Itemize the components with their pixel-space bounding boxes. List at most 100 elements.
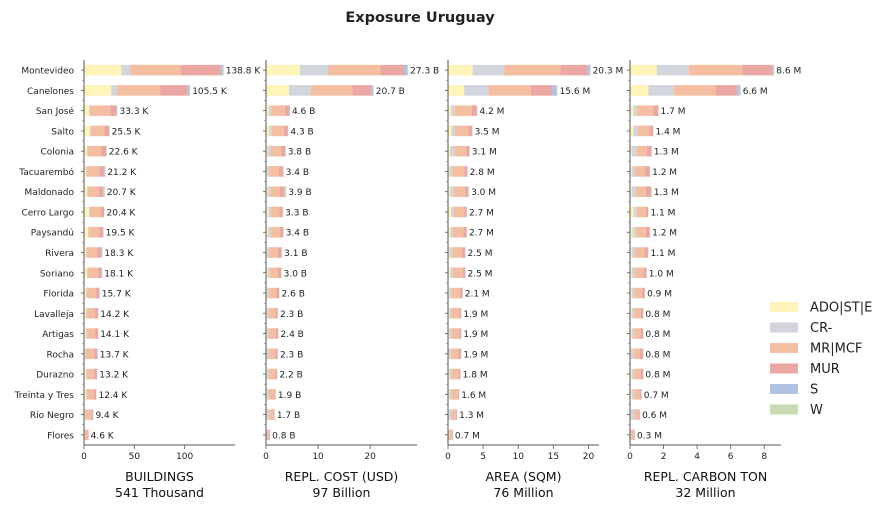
bar-segment: [634, 389, 641, 400]
legend-label: MUR: [810, 362, 840, 377]
chart-legend: ADO|ST|E CR- MR|MCF MUR SW: [770, 301, 872, 418]
bar-segment: [116, 105, 118, 116]
bar-segment: [87, 287, 97, 299]
bar-segment: [631, 145, 637, 157]
bar-segment: [267, 308, 269, 319]
value-label: 4.2 M: [479, 107, 504, 117]
bar-segment: [266, 247, 268, 258]
bar-segment: [99, 186, 104, 197]
bar-segment: [89, 226, 100, 238]
bar-segment: [85, 409, 92, 420]
x-tick-label: 15: [548, 452, 559, 462]
bar-segment: [279, 186, 285, 197]
bar-segment: [459, 328, 461, 339]
bar-segment: [268, 348, 276, 360]
value-label: 3.3 B: [285, 208, 308, 218]
bar-segment: [266, 226, 269, 238]
bar-segment: [101, 247, 103, 258]
x-tick-label: 8: [761, 452, 767, 462]
value-label: 20.7 B: [376, 87, 405, 97]
bar-segment: [266, 389, 268, 400]
bar-segment: [468, 125, 473, 137]
bar-segment: [275, 308, 278, 319]
bar-segment: [631, 368, 635, 380]
bar-segment: [646, 145, 652, 157]
bar-segment: [451, 368, 459, 380]
value-label: 2.1 M: [465, 290, 490, 300]
bar-segment: [268, 308, 276, 319]
bar-segment: [284, 186, 285, 197]
bar-segment: [462, 267, 466, 279]
bar-segment: [279, 166, 284, 177]
bar-segment: [451, 389, 458, 400]
bar-segment: [458, 348, 461, 360]
bar-segment: [640, 328, 644, 339]
value-label: 138.8 K: [226, 67, 262, 77]
bar-segment: [86, 389, 88, 400]
bar-segment: [84, 267, 88, 279]
x-tick-label: 2: [661, 452, 667, 462]
legend-label: MR|MCF: [810, 342, 862, 357]
category-label: Tacuarembó: [18, 167, 74, 178]
bar-segment: [269, 409, 274, 420]
bar-segment: [451, 328, 460, 339]
bar-segment: [88, 267, 99, 279]
bar-segment: [86, 247, 88, 258]
bar-segment: [466, 145, 470, 157]
bar-segment: [269, 429, 270, 441]
bar-segment: [635, 166, 646, 177]
bar-segment: [267, 287, 270, 299]
bar-segment: [653, 105, 659, 116]
value-label: 27.3 B: [410, 67, 439, 77]
x-tick-label: 0: [263, 452, 269, 462]
bar-segment: [84, 166, 87, 177]
bar-segment: [267, 145, 271, 157]
value-label: 2.7 M: [469, 229, 494, 239]
value-label: 2.3 B: [280, 350, 303, 360]
bar-segment: [86, 348, 95, 360]
bar-segment: [84, 287, 87, 299]
bar-segment: [269, 166, 280, 177]
bar-segment: [88, 226, 90, 238]
bar-segment: [84, 328, 87, 339]
value-label: 21.2 K: [107, 168, 137, 178]
value-label: 1.1 M: [650, 249, 675, 259]
bar-segment: [448, 145, 451, 157]
bar-segment: [89, 105, 91, 116]
bar-segment: [269, 125, 272, 137]
bar-segment: [644, 247, 649, 258]
bar-segment: [99, 166, 105, 177]
bar-segment: [631, 389, 635, 400]
bar-segment: [266, 409, 270, 420]
bar-segment: [273, 409, 275, 420]
bar-segment: [467, 186, 469, 197]
bar-segment: [448, 206, 451, 218]
x-axis-sublabel: 97 Billion: [313, 485, 371, 500]
bar-segment: [267, 186, 271, 197]
legend-swatch: [770, 302, 798, 312]
value-label: 1.1 M: [650, 208, 675, 218]
bar-segment: [90, 125, 92, 137]
value-label: 0.7 M: [644, 391, 669, 401]
value-label: 3.9 B: [288, 188, 311, 198]
bar-segment: [280, 226, 284, 238]
bar-segment: [645, 186, 651, 197]
bar-segment: [84, 308, 87, 319]
bar-segment: [101, 267, 103, 279]
value-label: 2.5 M: [468, 269, 493, 279]
bar-segment: [98, 267, 102, 279]
bar-segment: [380, 64, 404, 76]
value-label: 4.6 B: [292, 107, 315, 117]
value-label: 3.0 M: [471, 188, 496, 198]
bar-segment: [94, 389, 97, 400]
bar-segment: [121, 64, 131, 76]
bar-segment: [451, 308, 460, 319]
value-label: 2.7 M: [469, 208, 494, 218]
bar-segment: [630, 206, 634, 218]
bar-segment: [267, 267, 270, 279]
panel-4: 8.6 M 6.6 M 1.7 M 1.4 M 1.3 M 1.2 M 1.3 M 1.1 M…: [627, 60, 801, 500]
bar-segment: [633, 348, 641, 360]
value-label: 1.2 M: [652, 168, 677, 178]
bar-segment: [86, 308, 88, 319]
x-tick-label: 4: [694, 452, 700, 462]
